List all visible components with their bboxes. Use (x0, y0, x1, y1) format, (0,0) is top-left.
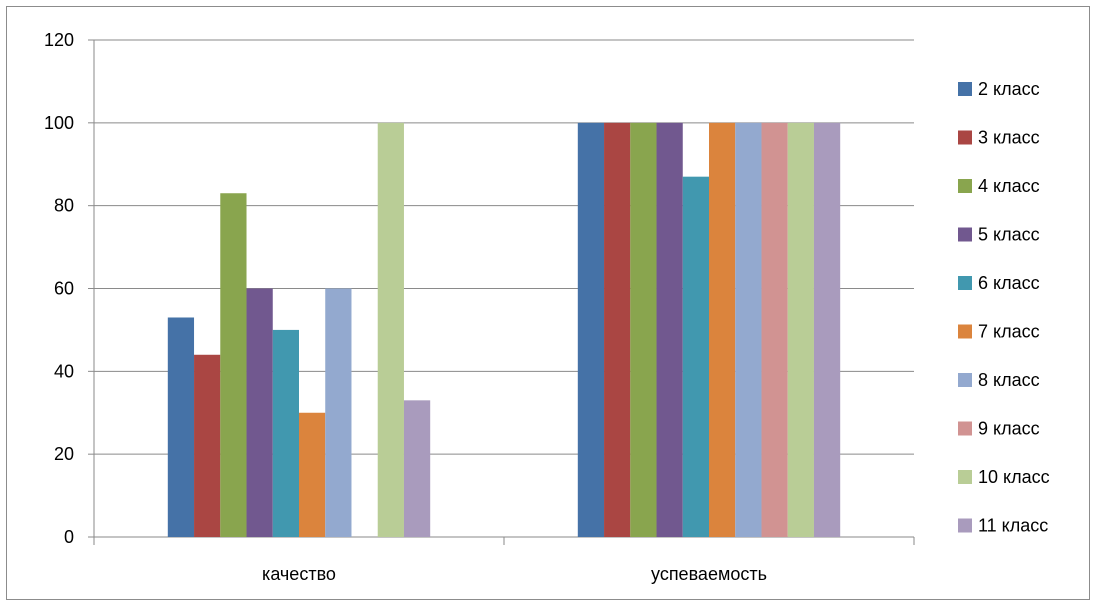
y-tick-label: 20 (54, 444, 74, 464)
y-tick-label: 80 (54, 196, 74, 216)
legend-swatch (958, 373, 972, 387)
legend-label: 6 класс (978, 273, 1040, 293)
bar-7-класс-успеваемость (709, 122, 736, 537)
y-tick-label: 40 (54, 361, 74, 381)
bar-11-класс-успеваемость (813, 122, 841, 537)
legend-label: 9 класс (978, 419, 1040, 439)
bar-9-класс-успеваемость (761, 122, 788, 537)
legend-swatch (958, 82, 972, 96)
y-tick-label: 120 (44, 30, 74, 50)
legend-swatch (958, 421, 972, 436)
bar-4-класс-качество (220, 193, 247, 537)
y-tick-label: 60 (54, 279, 74, 299)
y-tick-label: 0 (64, 527, 74, 547)
bar-6-класс-качество (272, 329, 299, 537)
legend-swatch (958, 179, 972, 193)
bar-4-класс-успеваемость (630, 122, 657, 537)
bar-2-класс-успеваемость (577, 122, 605, 537)
legend-label: 3 класс (978, 128, 1040, 148)
legend-label: 10 класс (978, 467, 1050, 487)
legend-label: 7 класс (978, 322, 1040, 342)
bar-5-класс-успеваемость (656, 122, 683, 537)
bar-7-класс-качество (299, 412, 326, 537)
legend-swatch (958, 276, 972, 290)
bar-5-класс-качество (246, 288, 273, 537)
x-category-label: успеваемость (651, 564, 767, 584)
legend-swatch (958, 518, 972, 533)
legend-swatch (958, 227, 972, 242)
bar-3-класс-качество (194, 354, 221, 537)
legend-swatch (958, 324, 972, 339)
legend-label: 4 класс (978, 176, 1040, 196)
y-tick-label: 100 (44, 113, 74, 133)
legend-swatch (958, 470, 972, 484)
legend-label: 8 класс (978, 370, 1040, 390)
legend-swatch (958, 130, 972, 145)
bar-11-класс-качество (403, 400, 431, 537)
bar-8-класс-успеваемость (735, 122, 762, 537)
bar-10-класс-качество (377, 122, 404, 537)
legend-label: 11 класс (978, 516, 1048, 536)
bar-10-класс-успеваемость (787, 122, 814, 537)
bar-2-класс-качество (167, 317, 195, 537)
legend: 2 класс 3 класс 4 класс 5 класс 6 класс 7 кла… (958, 79, 1050, 536)
bar-3-класс-успеваемость (604, 122, 631, 537)
bar-6-класс-успеваемость (682, 176, 709, 538)
legend-label: 5 класс (978, 225, 1040, 245)
bars (167, 122, 841, 538)
bar-8-класс-качество (325, 288, 352, 537)
legend-label: 2 класс (978, 79, 1040, 99)
x-category-label: качество (262, 564, 336, 584)
